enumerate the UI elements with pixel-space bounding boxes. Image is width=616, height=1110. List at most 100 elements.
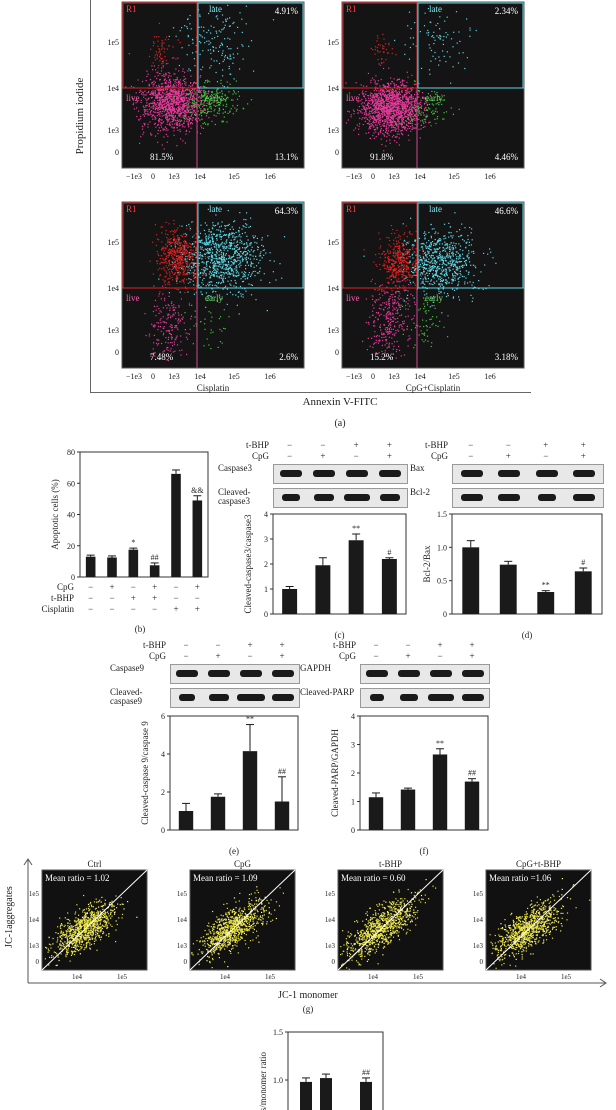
event-dot: [363, 113, 365, 115]
event-dot: [418, 110, 420, 112]
event-dot: [390, 124, 392, 127]
event-dot: [205, 285, 207, 287]
event-dot: [160, 70, 163, 72]
event-dot: [171, 251, 174, 253]
event-dot: [402, 83, 404, 85]
event-dot: [401, 125, 403, 127]
event-dot: [158, 278, 160, 280]
event-dot: [169, 115, 171, 117]
event-dot: [186, 111, 188, 113]
event-dot: [396, 133, 398, 135]
event-dot: [185, 129, 188, 131]
event-dot: [175, 242, 177, 244]
event-dot: [169, 97, 171, 99]
event-dot: [135, 102, 137, 104]
event-dot: [216, 95, 219, 97]
event-dot: [207, 49, 209, 51]
event-dot: [427, 109, 429, 111]
event-dot: [253, 250, 255, 252]
event-dot: [154, 299, 157, 301]
event-dot: [211, 255, 213, 257]
event-dot: [235, 282, 237, 284]
event-dot: [393, 127, 396, 129]
event-dot: [168, 313, 170, 315]
event-dot: [180, 84, 182, 86]
event-dot: [393, 94, 395, 97]
event-dot: [387, 82, 390, 84]
event-dot: [187, 109, 189, 111]
event-dot: [227, 86, 229, 88]
event-dot: [425, 100, 427, 103]
event-dot: [197, 110, 199, 112]
event-dot: [249, 251, 251, 253]
event-dot: [236, 275, 238, 277]
event-dot: [250, 265, 252, 267]
event-dot: [206, 105, 208, 107]
event-dot: [244, 275, 247, 277]
event-dot: [434, 110, 436, 112]
event-dot: [158, 114, 160, 116]
event-dot: [187, 89, 189, 91]
event-dot: [444, 20, 446, 22]
event-dot: [383, 93, 385, 95]
event-dot: [175, 79, 177, 81]
event-dot: [165, 92, 167, 94]
event-dot: [392, 92, 394, 94]
event-dot: [165, 83, 167, 85]
event-dot: [452, 46, 454, 48]
event-dot: [215, 251, 217, 253]
event-dot: [179, 125, 181, 127]
event-dot: [180, 354, 182, 356]
event-dot: [427, 34, 429, 36]
event-dot: [393, 116, 395, 118]
event-dot: [236, 108, 238, 110]
event-dot: [172, 108, 174, 110]
event-dot: [211, 274, 213, 276]
event-dot: [443, 55, 445, 57]
event-dot: [427, 8, 429, 10]
event-dot: [393, 94, 395, 96]
event-dot: [363, 95, 365, 97]
x-tick-label: 1e5: [228, 372, 240, 381]
event-dot: [404, 104, 406, 106]
event-dot: [157, 109, 159, 111]
event-dot: [215, 100, 217, 102]
event-dot: [182, 106, 184, 108]
event-dot: [193, 93, 195, 95]
event-dot: [174, 119, 176, 121]
event-dot: [210, 25, 212, 27]
event-dot: [178, 115, 180, 117]
event-dot: [179, 273, 181, 275]
event-dot: [216, 258, 218, 260]
event-dot: [382, 119, 384, 122]
event-dot: [187, 121, 189, 123]
event-dot: [223, 256, 225, 258]
event-dot: [199, 247, 201, 249]
event-dot: [198, 117, 200, 119]
event-dot: [160, 94, 162, 96]
event-dot: [161, 58, 164, 60]
event-dot: [241, 253, 243, 255]
event-dot: [389, 97, 391, 99]
event-dot: [172, 120, 174, 123]
event-dot: [378, 100, 380, 102]
event-dot: [380, 88, 382, 90]
event-dot: [174, 350, 176, 352]
event-dot: [372, 117, 374, 119]
event-dot: [165, 63, 167, 65]
event-dot: [229, 73, 231, 75]
event-dot: [224, 234, 226, 236]
event-dot: [186, 242, 188, 244]
event-dot: [181, 100, 183, 103]
event-dot: [366, 113, 368, 115]
event-dot: [179, 110, 181, 112]
event-dot: [182, 261, 184, 263]
event-dot: [394, 101, 396, 103]
event-dot: [365, 98, 367, 100]
event-dot: [184, 261, 187, 263]
event-dot: [238, 235, 240, 237]
event-dot: [169, 240, 171, 242]
event-dot: [164, 56, 166, 58]
event-dot: [389, 317, 391, 319]
event-dot: [415, 45, 417, 47]
